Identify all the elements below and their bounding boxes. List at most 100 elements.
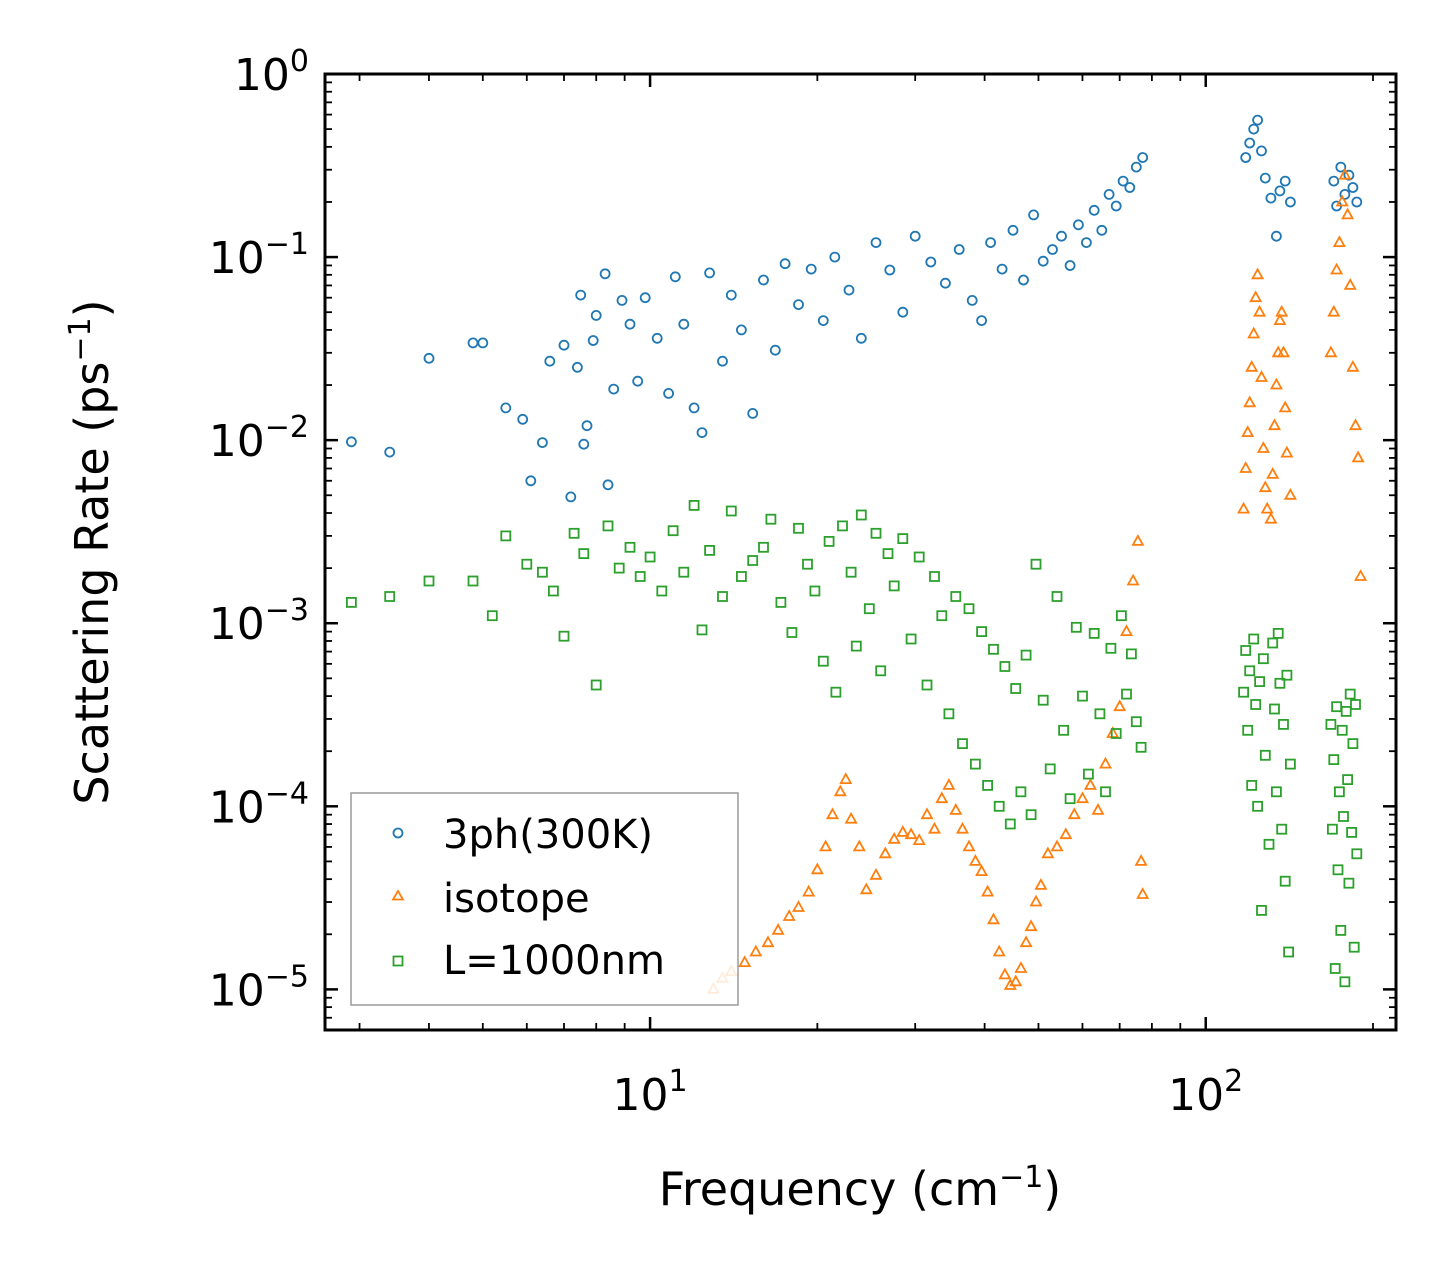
x-tick-label: 102 — [1168, 1064, 1243, 1121]
point-l1000nm — [1110, 728, 1122, 739]
point-3ph — [587, 335, 599, 346]
point-l1000nm — [1044, 763, 1056, 775]
point-3ph — [1117, 175, 1129, 187]
point-3ph — [477, 337, 489, 349]
point-isotope — [949, 803, 963, 815]
point-3ph — [624, 318, 636, 330]
point-3ph — [909, 230, 921, 242]
point-l1000nm — [921, 679, 933, 691]
point-l1000nm — [1126, 648, 1137, 660]
point-l1000nm — [999, 661, 1011, 672]
point-3ph — [1339, 188, 1351, 200]
point-3ph — [1081, 237, 1092, 249]
point-l1000nm — [897, 533, 909, 544]
point-isotope — [1253, 304, 1267, 317]
point-3ph — [565, 491, 577, 503]
legend-label-3ph: 3ph(300K) — [443, 812, 653, 858]
point-l1000nm — [1276, 823, 1288, 835]
point-l1000nm — [602, 520, 614, 532]
point-3ph — [1244, 137, 1256, 149]
point-3ph — [829, 251, 841, 263]
x-axis-label: Frequency (cm−1) — [659, 1160, 1062, 1216]
point-3ph — [1064, 260, 1076, 271]
point-isotope — [1239, 461, 1253, 473]
point-l1000nm — [1116, 610, 1127, 622]
point-l1000nm — [888, 580, 900, 592]
point-l1000nm — [1010, 683, 1022, 694]
point-isotope — [1256, 441, 1270, 453]
point-isotope — [844, 811, 858, 824]
point-l1000nm — [963, 603, 975, 615]
point-l1000nm — [1278, 719, 1289, 730]
point-l1000nm — [678, 566, 690, 578]
point-isotope — [1050, 839, 1064, 852]
point-l1000nm — [1271, 786, 1282, 798]
point-isotope — [1245, 359, 1259, 372]
point-3ph — [704, 267, 715, 279]
point-l1000nm — [850, 640, 862, 652]
point-l1000nm — [1250, 699, 1262, 710]
y-tick-label: 10−1 — [209, 227, 309, 284]
point-isotope — [896, 825, 910, 837]
point-isotope — [782, 909, 796, 921]
point-isotope — [802, 884, 816, 897]
legend-label-isotope: isotope — [443, 876, 590, 922]
point-l1000nm — [1329, 963, 1341, 974]
point-l1000nm — [613, 562, 625, 574]
legend-entry-3ph: 3ph(300K) — [392, 812, 653, 858]
point-l1000nm — [1335, 925, 1347, 936]
point-l1000nm — [1272, 628, 1284, 639]
point-l1000nm — [1263, 838, 1275, 850]
point-isotope — [955, 821, 970, 834]
point-l1000nm — [500, 530, 512, 542]
point-isotope — [1241, 425, 1255, 438]
point-3ph — [1252, 114, 1263, 126]
point-3ph — [1265, 192, 1277, 204]
point-3ph — [1274, 185, 1286, 197]
y-tick-label: 10−5 — [209, 959, 309, 1016]
point-isotope — [1243, 395, 1257, 408]
point-l1000nm — [644, 551, 656, 563]
point-isotope — [904, 827, 918, 840]
point-isotope — [852, 839, 866, 852]
point-3ph — [1018, 274, 1029, 286]
point-isotope — [1254, 370, 1269, 382]
plot-frame — [323, 72, 1398, 1032]
point-3ph — [779, 258, 791, 270]
y-tick-label: 10−4 — [209, 776, 309, 833]
point-l1000nm — [1105, 642, 1117, 654]
point-l1000nm — [1259, 749, 1271, 761]
point-l1000nm — [1248, 633, 1260, 645]
point-3ph — [525, 475, 537, 487]
point-l1000nm — [1238, 686, 1249, 698]
point-3ph — [758, 274, 769, 286]
point-l1000nm — [537, 566, 548, 578]
y-tick-label: 10−2 — [209, 410, 309, 467]
point-l1000nm — [905, 633, 917, 645]
point-l1000nm — [1015, 786, 1027, 798]
point-l1000nm — [624, 541, 636, 553]
point-isotope — [1091, 803, 1105, 815]
point-isotope — [1041, 846, 1055, 859]
point-l1000nm — [548, 585, 559, 597]
legend-triangle-marker — [391, 889, 405, 901]
point-isotope — [942, 778, 956, 790]
point-l1000nm — [855, 509, 867, 521]
point-3ph — [423, 352, 435, 364]
point-3ph — [953, 244, 965, 255]
data-points — [345, 114, 1368, 994]
point-isotope — [935, 791, 949, 804]
point-l1000nm — [786, 627, 798, 638]
point-l1000nm — [1342, 774, 1353, 785]
point-isotope — [1034, 878, 1048, 890]
point-isotope — [992, 944, 1006, 957]
point-l1000nm — [521, 558, 533, 570]
point-l1000nm — [717, 591, 728, 602]
point-l1000nm — [578, 548, 590, 559]
point-isotope — [1260, 501, 1274, 514]
point-l1000nm — [1244, 665, 1256, 677]
point-l1000nm — [423, 575, 435, 587]
point-isotope — [1283, 487, 1297, 500]
point-isotope — [1346, 359, 1360, 372]
